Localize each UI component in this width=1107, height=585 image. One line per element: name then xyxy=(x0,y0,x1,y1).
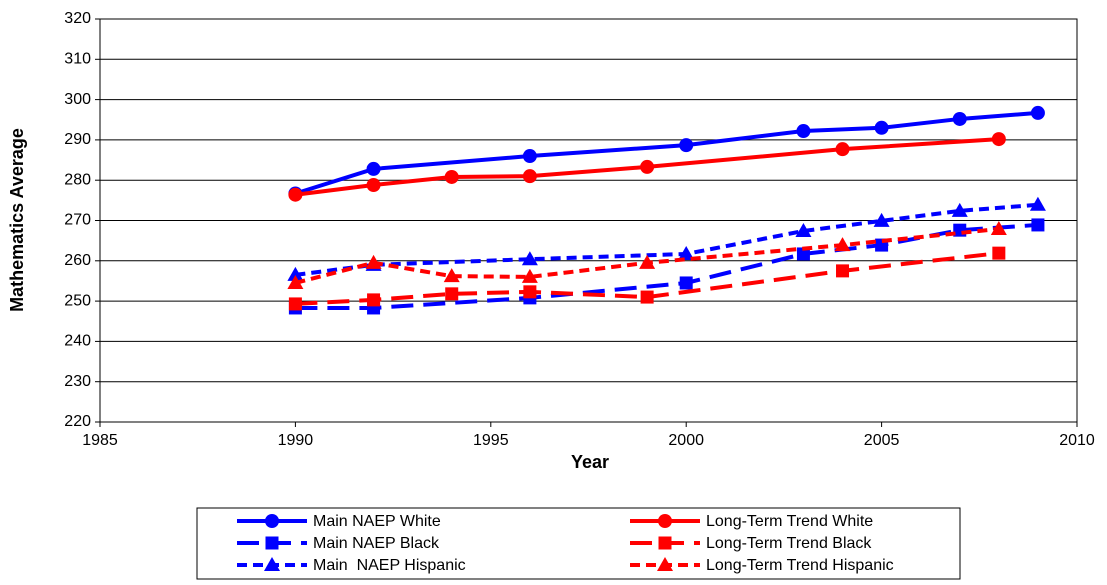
y-tick-label: 280 xyxy=(64,171,91,188)
x-tick-label: 2010 xyxy=(1059,432,1095,449)
data-point xyxy=(523,285,537,299)
series-line xyxy=(295,202,1039,277)
legend-label: Main NAEP Black xyxy=(313,535,440,552)
data-point xyxy=(521,268,538,283)
data-point xyxy=(366,161,381,176)
y-tick-label: 220 xyxy=(64,413,91,430)
data-point xyxy=(522,149,537,164)
legend-box xyxy=(196,507,961,580)
x-tick-label: 2000 xyxy=(668,432,704,449)
data-point xyxy=(1029,196,1046,211)
y-tick-label: 240 xyxy=(64,333,91,350)
data-point xyxy=(951,202,968,217)
x-tick-label: 1990 xyxy=(278,432,314,449)
legend-label: Main NAEP Hispanic xyxy=(313,557,466,574)
legend-marker xyxy=(265,536,279,550)
data-point xyxy=(679,276,693,290)
data-point xyxy=(287,266,304,281)
data-point xyxy=(444,169,459,184)
legend-marker xyxy=(658,536,672,550)
data-point xyxy=(796,124,811,139)
data-point xyxy=(367,293,381,307)
legend-label: Long-Term Trend White xyxy=(706,513,873,530)
y-tick-label: 290 xyxy=(64,131,91,148)
data-point xyxy=(522,169,537,184)
legend-marker xyxy=(264,557,280,571)
y-tick-label: 260 xyxy=(64,252,91,269)
data-point xyxy=(640,159,655,174)
x-tick-label: 2005 xyxy=(864,432,900,449)
data-point xyxy=(366,178,381,193)
data-point xyxy=(365,254,382,269)
data-point xyxy=(990,220,1007,235)
legend-marker xyxy=(657,557,673,571)
data-point xyxy=(795,222,812,237)
legend-label: Long-Term Trend Black xyxy=(706,535,872,552)
x-tick-label: 1995 xyxy=(473,432,509,449)
data-point xyxy=(991,132,1006,147)
data-point xyxy=(992,246,1006,260)
data-point xyxy=(796,247,810,261)
y-tick-label: 310 xyxy=(64,51,91,68)
y-tick-label: 250 xyxy=(64,292,91,309)
y-tick-label: 300 xyxy=(64,91,91,108)
data-point xyxy=(874,120,889,135)
x-tick-label: 1985 xyxy=(82,432,118,449)
data-point xyxy=(678,245,695,260)
legend-label: Long-Term Trend Hispanic xyxy=(706,557,894,574)
y-axis-label: Mathematics Average xyxy=(7,128,27,312)
data-point xyxy=(952,111,967,126)
legend-marker xyxy=(658,514,672,528)
y-tick-label: 270 xyxy=(64,212,91,229)
data-point xyxy=(640,290,654,304)
data-point xyxy=(835,142,850,157)
data-point xyxy=(834,237,851,252)
data-point xyxy=(679,138,694,153)
y-tick-label: 230 xyxy=(64,373,91,390)
data-point xyxy=(1031,218,1045,232)
data-point xyxy=(287,274,304,289)
legend-label: Main NAEP White xyxy=(313,513,441,530)
data-point xyxy=(288,297,302,311)
data-point xyxy=(443,268,460,283)
data-point xyxy=(521,251,538,266)
y-tick-label: 320 xyxy=(64,10,91,27)
data-point xyxy=(1030,105,1045,120)
data-point xyxy=(288,187,303,202)
x-axis-label: Year xyxy=(571,452,609,472)
data-point xyxy=(445,287,459,301)
data-point xyxy=(639,254,656,269)
plot-border xyxy=(99,18,1078,423)
legend-marker xyxy=(265,514,279,528)
data-point xyxy=(873,212,890,227)
series-line xyxy=(294,110,1039,196)
data-point xyxy=(836,264,850,278)
